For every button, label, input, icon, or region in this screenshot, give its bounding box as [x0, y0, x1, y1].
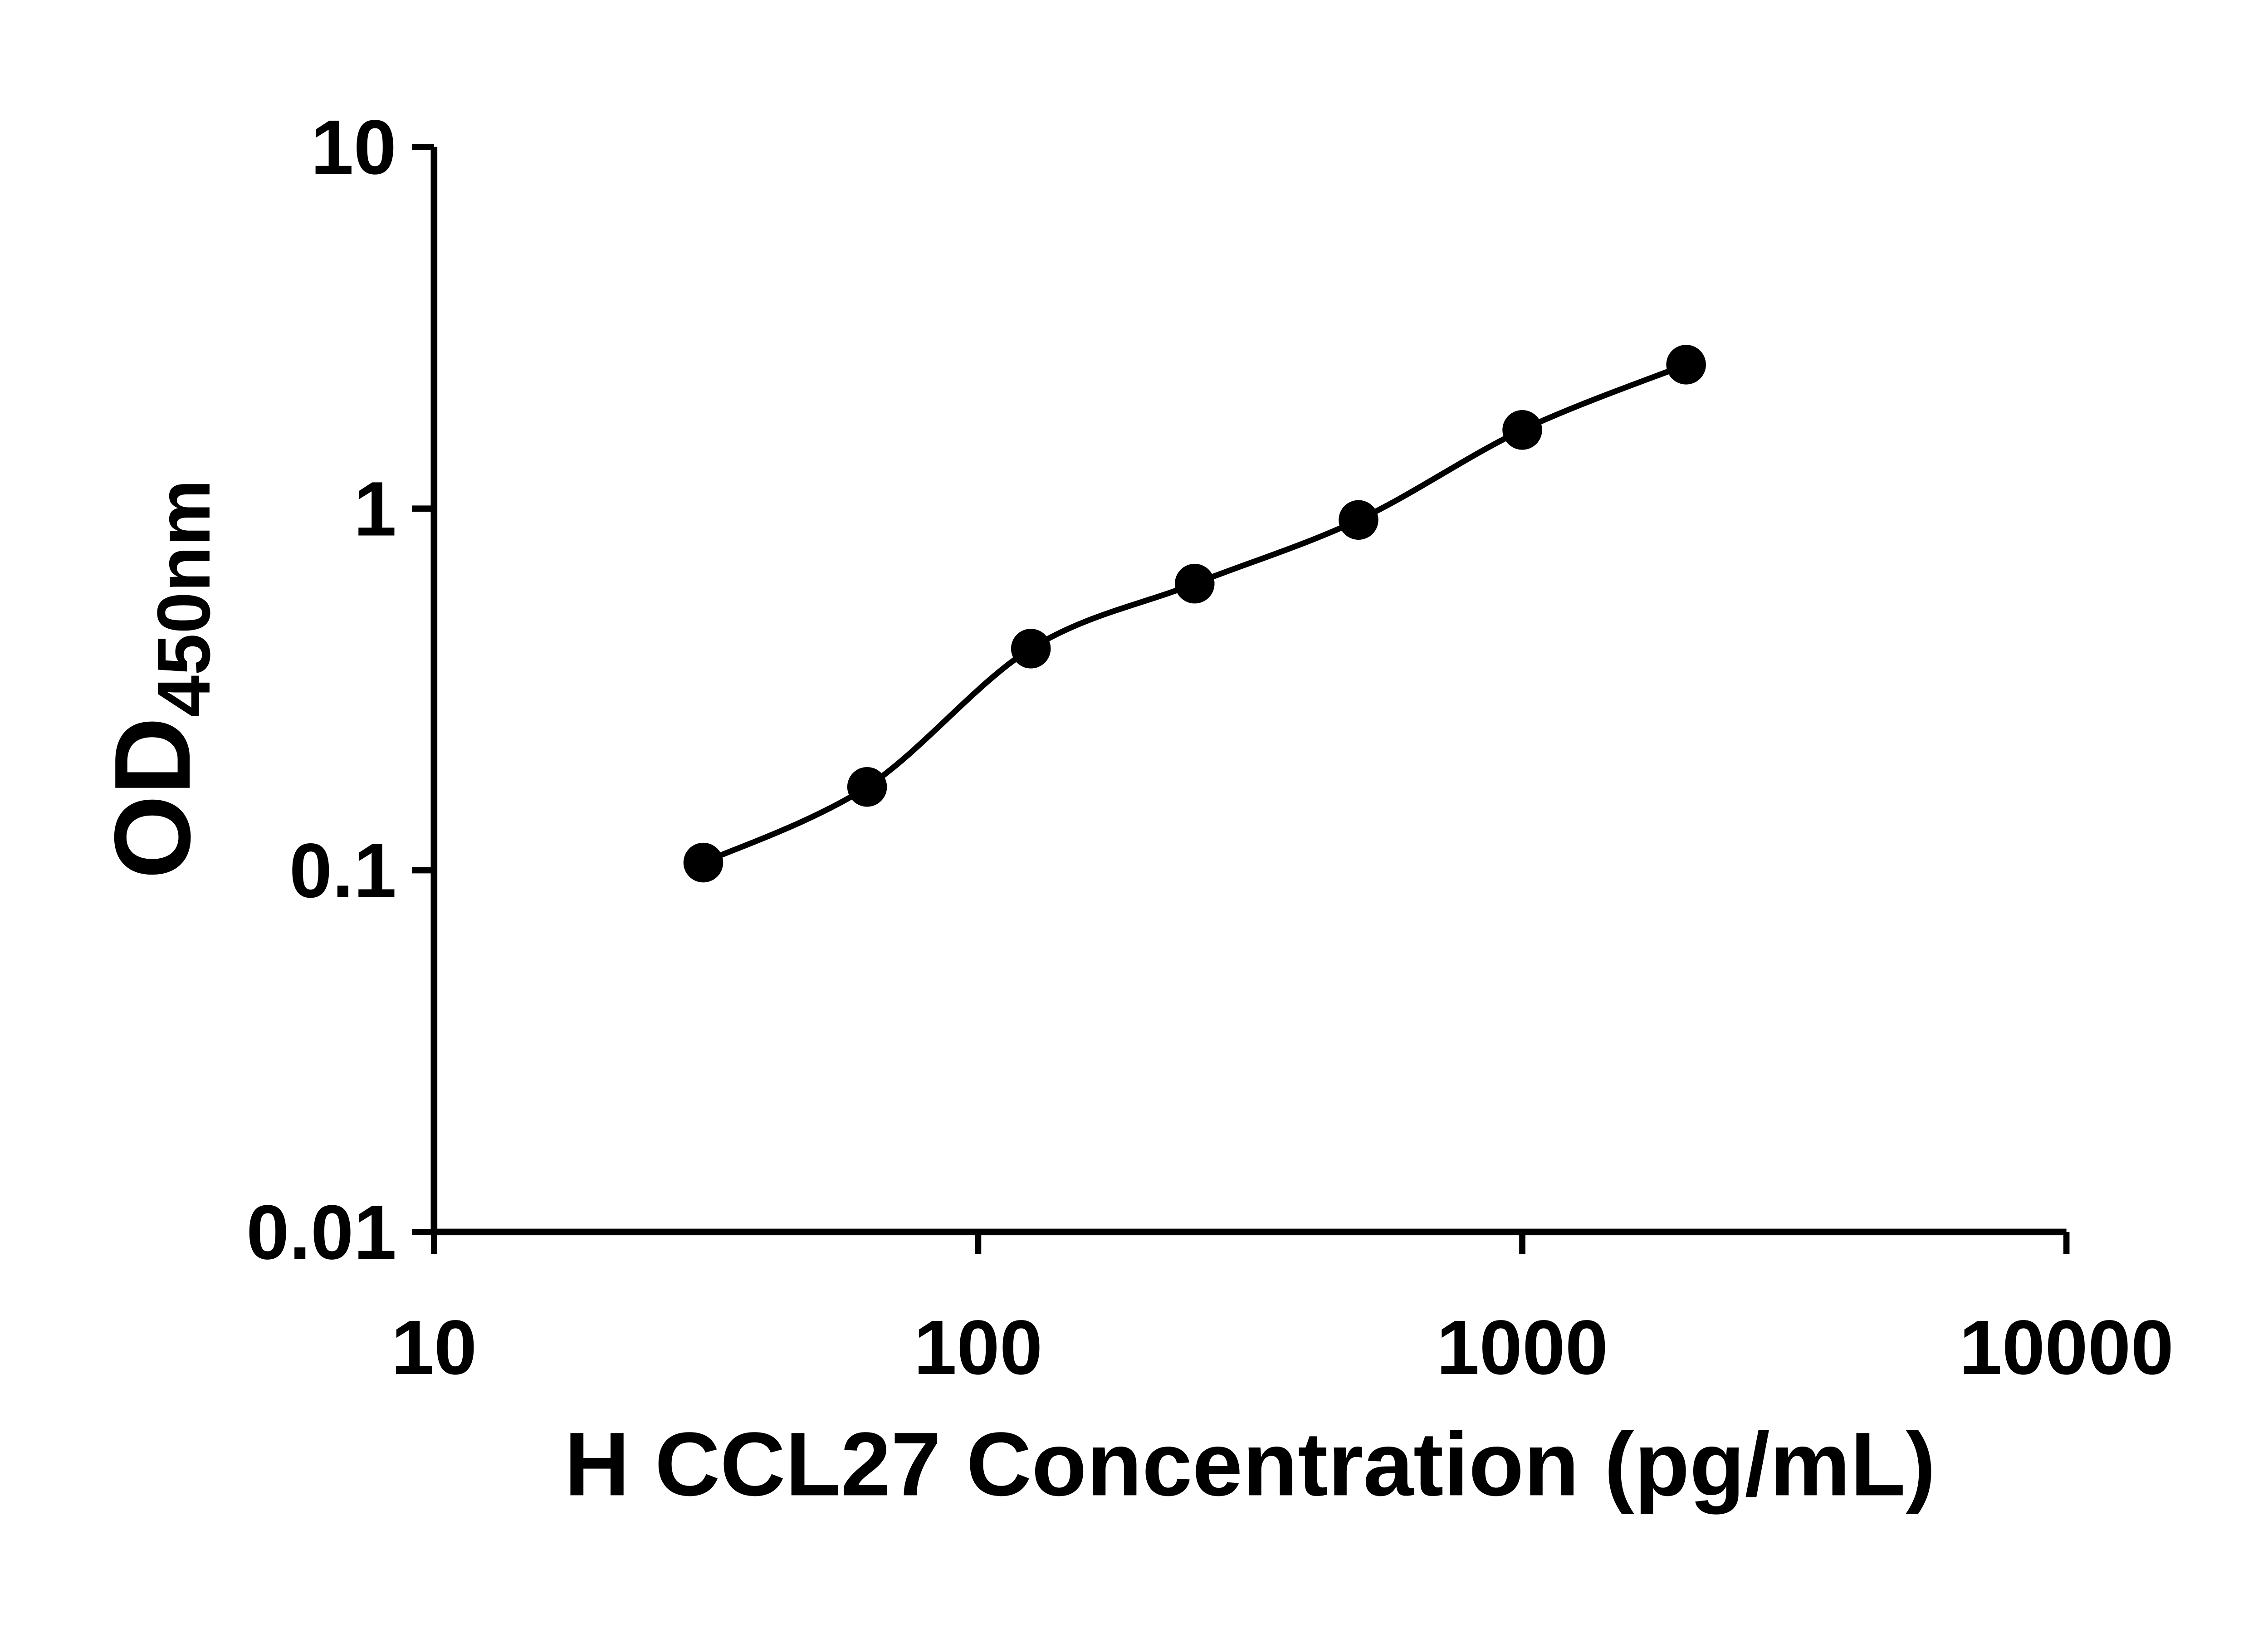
x-tick-label: 100: [914, 1305, 1043, 1391]
data-point: [1666, 345, 1706, 385]
data-point: [683, 842, 723, 883]
standard-curve-chart: 10 100 1000 10000 10 1 0.1 0.01 H CCL27 Concent…: [92, 104, 2174, 1515]
axes: [430, 147, 2067, 1236]
data-point: [1502, 410, 1542, 450]
standard-curve-figure: 10 100 1000 10000 10 1 0.1 0.01 H CCL27 Concent…: [92, 104, 2174, 1515]
data-point: [847, 767, 887, 807]
data-point: [1175, 563, 1215, 604]
y-axis-title-subscript: 450nm: [142, 479, 226, 717]
data-layer: [683, 345, 1706, 883]
x-tick-label: 10: [391, 1305, 477, 1391]
y-tick-label: 0.01: [246, 1189, 396, 1276]
ticks-layer: 10 100 1000 10000 10 1 0.1 0.01: [246, 104, 2174, 1391]
y-tick-label: 0.1: [289, 828, 397, 914]
x-tick-label: 10000: [1959, 1305, 2174, 1391]
data-point: [1011, 629, 1051, 669]
data-point: [1339, 500, 1378, 540]
y-axis-title: OD450nm: [92, 479, 226, 879]
x-tick-label: 1000: [1437, 1305, 1608, 1391]
axes-layer: [430, 147, 2067, 1236]
y-axis-title-main: OD: [92, 717, 213, 879]
x-axis-title: H CCL27 Concentration (pg/mL): [564, 1414, 1936, 1515]
y-tick-label: 1: [354, 466, 397, 552]
y-tick-label: 10: [311, 104, 396, 191]
